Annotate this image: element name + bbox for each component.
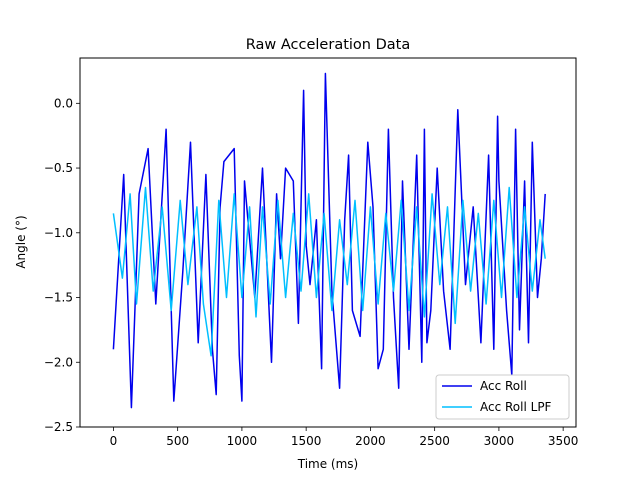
x-tick-label: 0 [110, 434, 118, 448]
chart-title: Raw Acceleration Data [246, 37, 410, 53]
y-tick-label: −2.0 [44, 355, 73, 369]
x-tick-label: 2500 [419, 434, 450, 448]
x-axis-label: Time (ms) [297, 457, 359, 471]
x-axis-ticks: 0 500 1000 1500 2000 2500 3000 3500 [110, 427, 579, 448]
y-axis-label: Angle (°) [14, 215, 28, 268]
y-tick-label: −1.5 [44, 291, 73, 305]
legend-label-acc-roll-lpf: Acc Roll LPF [480, 400, 552, 414]
x-tick-label: 3000 [484, 434, 515, 448]
x-tick-label: 2000 [355, 434, 386, 448]
series-line-acc-roll [112, 72, 546, 409]
y-tick-label: −0.5 [44, 161, 73, 175]
x-tick-label: 3500 [548, 434, 579, 448]
y-tick-label: −2.5 [44, 420, 73, 434]
y-tick-label: 0.0 [54, 96, 73, 110]
series-line-acc-roll-lpf [112, 186, 546, 357]
plot-area [79, 57, 577, 428]
x-tick-label: 500 [166, 434, 189, 448]
series-layer [112, 72, 546, 409]
x-tick-label: 1500 [291, 434, 322, 448]
y-axis-ticks: 0.0 −0.5 −1.0 −1.5 −2.0 −2.5 [44, 96, 80, 434]
y-tick-label: −1.0 [44, 226, 73, 240]
legend: Acc Roll Acc Roll LPF [435, 374, 570, 420]
x-tick-label: 1000 [227, 434, 258, 448]
axes-frame [79, 57, 577, 428]
legend-label-acc-roll: Acc Roll [480, 379, 527, 393]
